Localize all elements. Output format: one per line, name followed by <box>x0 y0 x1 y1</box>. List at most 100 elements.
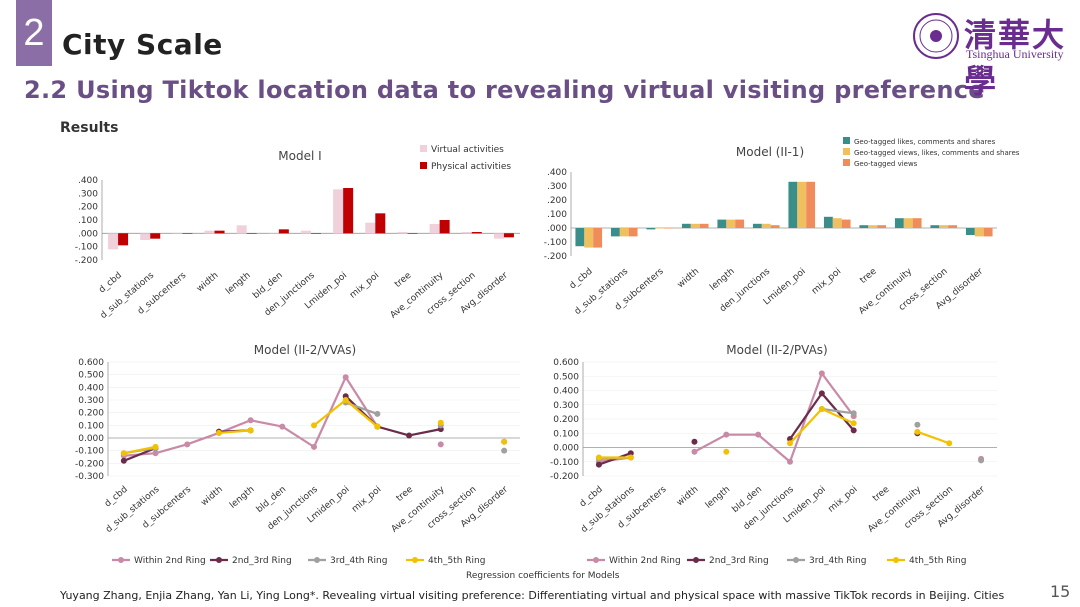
bar <box>150 233 161 239</box>
series-line <box>344 399 379 428</box>
series-line <box>123 447 156 462</box>
bar <box>655 228 665 229</box>
data-point <box>437 441 444 448</box>
bar <box>246 233 257 234</box>
data-point <box>342 397 349 403</box>
bar <box>983 228 993 237</box>
bar <box>575 228 585 247</box>
series-line <box>155 443 188 455</box>
x-tick-label: d_cbd <box>97 271 124 296</box>
legend-marker <box>793 557 799 563</box>
bar <box>841 219 851 228</box>
y-tick-label: 0.000 <box>78 434 104 444</box>
bar <box>770 225 780 228</box>
x-tick-label: mix_poi <box>827 485 860 515</box>
x-tick-label: tree <box>871 484 892 504</box>
y-tick-label: .200 <box>547 196 567 206</box>
bar <box>301 230 311 234</box>
x-tick-label: tree <box>393 270 414 290</box>
data-point <box>374 423 381 430</box>
chart-title: Model (II-1) <box>736 145 804 159</box>
y-tick-label: 0.400 <box>553 387 579 397</box>
series-line <box>757 433 791 463</box>
data-point <box>501 438 508 445</box>
data-point <box>437 419 444 426</box>
bar <box>471 232 482 234</box>
bar <box>823 216 833 228</box>
data-point <box>215 429 222 436</box>
legend-marker <box>893 557 899 563</box>
series-line <box>377 425 410 437</box>
section-title: City Scale <box>62 28 223 61</box>
data-point <box>311 443 317 450</box>
citation: Yuyang Zhang, Enjia Zhang, Yan Li, Ying … <box>60 589 1005 602</box>
data-point <box>152 443 159 450</box>
data-point <box>374 410 381 417</box>
y-tick-label: .200 <box>78 203 98 213</box>
series-line <box>789 408 823 444</box>
data-point <box>914 421 921 428</box>
data-point <box>120 450 127 457</box>
series-line <box>789 392 823 440</box>
x-tick-label: width <box>675 485 700 509</box>
y-tick-label: -0.200 <box>550 472 579 482</box>
x-tick-label: tree <box>858 266 879 286</box>
bar <box>726 219 736 228</box>
bar <box>646 228 656 230</box>
bar <box>832 218 842 228</box>
bar <box>930 225 940 228</box>
series-line <box>218 429 251 435</box>
bar <box>912 218 922 228</box>
y-tick-label: 0.100 <box>78 421 104 431</box>
bar <box>493 233 504 239</box>
x-tick-label: d_cbd <box>568 267 595 292</box>
legend-label: 4th_5th Ring <box>428 556 485 566</box>
bar <box>761 223 771 228</box>
series-line <box>917 430 950 445</box>
bar <box>894 218 904 228</box>
y-tick-label: 0.200 <box>78 409 104 419</box>
y-tick-label: .400 <box>547 168 567 178</box>
legend-label: 3rd_4th Ring <box>330 556 387 566</box>
x-tick-label: d_cbd <box>578 485 605 510</box>
y-tick-label: .100 <box>547 210 567 220</box>
data-point <box>627 454 634 461</box>
bar <box>108 233 119 250</box>
data-point <box>247 427 254 434</box>
bar <box>903 218 913 228</box>
data-point <box>627 450 634 457</box>
bar <box>681 223 691 228</box>
bar <box>877 225 887 228</box>
bar <box>333 189 344 234</box>
chart-title: Model I <box>278 149 321 163</box>
legend-label: 4th_5th Ring <box>909 556 966 566</box>
series-line <box>123 445 156 455</box>
y-tick-label: -.200 <box>75 256 99 266</box>
y-tick-label: 0.500 <box>78 371 104 381</box>
data-point <box>342 374 349 381</box>
bar <box>503 233 514 238</box>
series-line <box>821 407 854 415</box>
y-tick-label: -0.100 <box>550 458 579 468</box>
chart-title: Model (II-2/VVAs) <box>254 343 356 357</box>
chart-model-2-2-vvas: Model (II-2/VVAs) 0.600 0.500 0.400 0.300 0.2… <box>75 343 520 566</box>
y-tick-label: .300 <box>78 189 98 199</box>
university-seal-icon <box>913 13 959 59</box>
series-line <box>281 425 315 448</box>
bar <box>439 220 450 234</box>
bar <box>214 230 225 234</box>
y-tick-label: 0.300 <box>78 396 104 406</box>
legend-swatch <box>420 145 427 152</box>
bar <box>859 225 869 228</box>
page-number: 15 <box>1050 582 1071 601</box>
data-point <box>850 420 857 427</box>
y-tick-label: .400 <box>78 176 98 186</box>
bar <box>268 233 279 234</box>
section-number-badge: 2 <box>16 0 52 66</box>
legend-label: 2nd_3rd Ring <box>232 556 292 566</box>
bar <box>236 225 247 234</box>
legend-marker <box>593 557 599 563</box>
y-tick-label: 0.000 <box>553 444 579 454</box>
y-tick-label: 0.400 <box>78 383 104 393</box>
bar <box>182 233 193 234</box>
